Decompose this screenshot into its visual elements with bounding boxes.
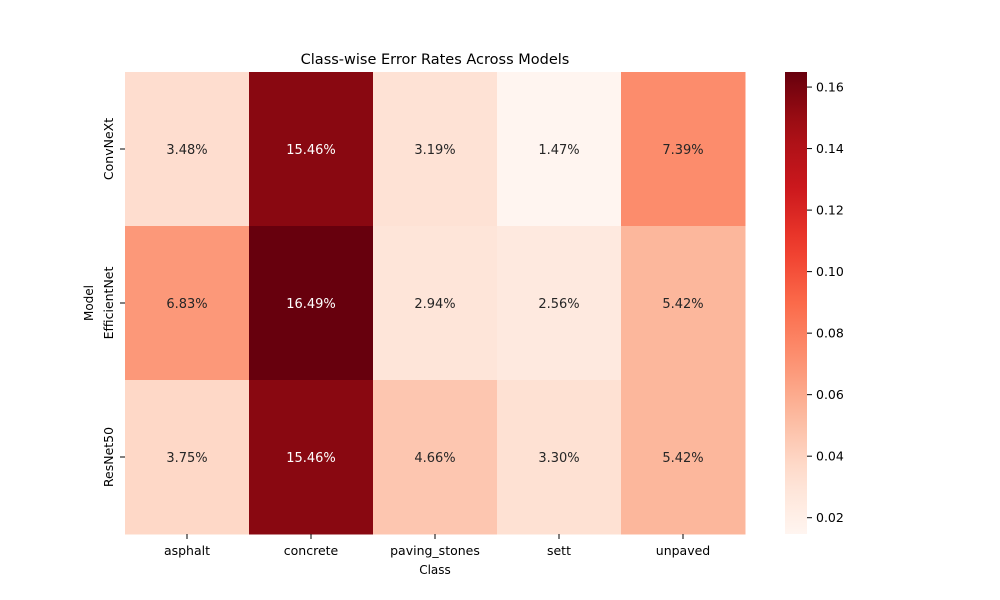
y-tick-label: ResNet50 bbox=[101, 427, 116, 487]
y-tick-label: ConvNeXt bbox=[101, 118, 116, 180]
heatmap-cell bbox=[125, 226, 250, 381]
cell-label: 16.49% bbox=[286, 297, 336, 312]
colorbar-tick-label: 0.10 bbox=[816, 264, 844, 279]
x-axis-label: Class bbox=[419, 563, 451, 577]
heatmap-cell bbox=[621, 72, 746, 227]
heatmap-cell bbox=[125, 72, 250, 227]
heatmap-cell bbox=[125, 380, 250, 535]
heatmap-cell bbox=[373, 380, 498, 535]
heatmap-cell bbox=[373, 226, 498, 381]
heatmap-cell bbox=[373, 72, 498, 227]
cell-label: 5.42% bbox=[662, 297, 703, 312]
x-tick-label: unpaved bbox=[656, 543, 710, 558]
cell-label: 3.19% bbox=[414, 143, 455, 158]
heatmap-cell bbox=[249, 226, 374, 381]
cell-label: 3.30% bbox=[538, 451, 579, 466]
chart-title: Class-wise Error Rates Across Models bbox=[301, 52, 570, 68]
y-axis-label: Model bbox=[82, 285, 96, 321]
x-tick-label: sett bbox=[547, 543, 571, 558]
x-tick-label: asphalt bbox=[164, 543, 210, 558]
colorbar: 0.02 0.04 0.06 0.08 0.10 0.12 0.14 0.16 bbox=[785, 72, 844, 534]
cell-label: 7.39% bbox=[662, 143, 703, 158]
x-tick-label: concrete bbox=[284, 543, 339, 558]
cell-label: 3.48% bbox=[166, 143, 207, 158]
cell-label: 2.56% bbox=[538, 297, 579, 312]
colorbar-tick-label: 0.04 bbox=[816, 449, 844, 464]
colorbar-tick-label: 0.14 bbox=[816, 141, 844, 156]
cell-label: 6.83% bbox=[166, 297, 207, 312]
heatmap-cell bbox=[621, 226, 746, 381]
y-axis: ConvNeXt EfficientNet ResNet50 bbox=[101, 118, 125, 487]
cell-label: 1.47% bbox=[538, 143, 579, 158]
cell-label: 2.94% bbox=[414, 297, 455, 312]
heatmap-cell bbox=[497, 226, 622, 381]
heatmap-cells: 3.48% 15.46% 3.19% 1.47% 7.39% 6.83% 16.49% 2.9… bbox=[125, 72, 746, 535]
x-axis: asphalt concrete paving_stones sett unpaved bbox=[164, 534, 710, 558]
colorbar-gradient bbox=[785, 72, 807, 534]
heatmap-cell bbox=[249, 72, 374, 227]
cell-label: 3.75% bbox=[166, 451, 207, 466]
cell-label: 5.42% bbox=[662, 451, 703, 466]
heatmap-cell bbox=[249, 380, 374, 535]
colorbar-tick-label: 0.02 bbox=[816, 510, 844, 525]
heatmap-cell bbox=[497, 72, 622, 227]
y-tick-label: EfficientNet bbox=[101, 267, 116, 340]
x-tick-label: paving_stones bbox=[390, 543, 480, 558]
cell-label: 15.46% bbox=[286, 451, 336, 466]
heatmap-cell bbox=[621, 380, 746, 535]
colorbar-tick-label: 0.06 bbox=[816, 387, 844, 402]
colorbar-tick-label: 0.12 bbox=[816, 203, 844, 218]
heatmap-cell bbox=[497, 380, 622, 535]
colorbar-tick-label: 0.16 bbox=[816, 80, 844, 95]
cell-label: 15.46% bbox=[286, 143, 336, 158]
cell-label: 4.66% bbox=[414, 451, 455, 466]
colorbar-tick-label: 0.08 bbox=[816, 326, 844, 341]
